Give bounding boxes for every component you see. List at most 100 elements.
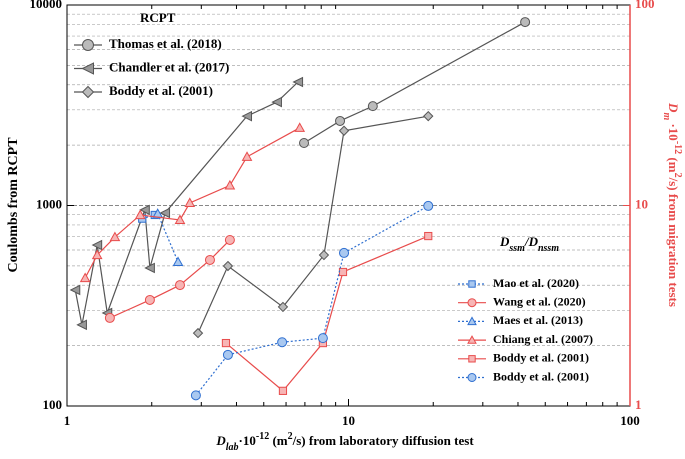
legend-label: Wang et al. (2020) xyxy=(493,294,586,308)
marker xyxy=(241,110,253,122)
marker xyxy=(367,101,378,112)
legend-label: Boddy et al. (2001) xyxy=(109,83,213,98)
marker xyxy=(277,337,288,348)
y2-tick-label: 100 xyxy=(635,0,655,11)
series-line xyxy=(225,235,429,392)
marker xyxy=(82,39,94,51)
marker xyxy=(221,338,231,348)
label-part: D xyxy=(215,433,226,448)
label-part: /s) from laboratory diffusion test xyxy=(292,433,475,448)
legend-label: Thomas et al. (2018) xyxy=(109,36,222,51)
y2-tick-label: 1 xyxy=(635,397,642,412)
x-axis-title: Dlab·10-12 (m2/s) from laboratory diffus… xyxy=(215,431,474,453)
marker xyxy=(139,204,150,216)
legend-label: Maes et al. (2013) xyxy=(493,313,583,327)
label-part: ·10 xyxy=(666,120,681,141)
marker xyxy=(467,335,477,344)
series-line xyxy=(109,239,231,319)
marker xyxy=(174,214,186,225)
marker xyxy=(338,267,348,277)
label-part: /s) from migration tests xyxy=(666,177,681,307)
marker xyxy=(292,76,304,88)
marker xyxy=(338,125,350,136)
label-part: (m xyxy=(666,154,681,173)
marker xyxy=(222,260,234,272)
marker xyxy=(520,17,531,28)
y2-tick-label: 10 xyxy=(635,196,648,211)
y2-axis-title: Dm ·10-12 (m2/s) from migration tests xyxy=(661,102,683,307)
marker xyxy=(423,200,434,211)
marker xyxy=(335,115,346,126)
marker xyxy=(172,256,184,267)
marker xyxy=(104,312,115,323)
label-part: (m xyxy=(269,433,288,448)
marker xyxy=(294,122,306,132)
marker xyxy=(192,327,204,339)
legend-title: Dssm/Dnssm xyxy=(499,234,559,254)
marker xyxy=(423,110,434,122)
marker xyxy=(91,239,103,251)
x-tick-label: 1 xyxy=(64,413,71,428)
legend-label: Mao et al. (2020) xyxy=(493,276,579,290)
legend-label: Boddy et al. (2001) xyxy=(493,369,589,383)
legend-label: Chiang et al. (2007) xyxy=(493,332,593,346)
marker xyxy=(339,247,350,258)
marker xyxy=(278,386,288,395)
legend-label: Chandler et al. (2017) xyxy=(109,59,229,74)
marker xyxy=(159,207,171,219)
marker xyxy=(224,179,236,190)
label-part: ssm xyxy=(508,243,525,254)
legend-label: Boddy et al. (2001) xyxy=(493,351,589,365)
marker xyxy=(69,284,81,296)
marker xyxy=(184,197,196,208)
marker xyxy=(467,298,477,308)
label-part: 2 xyxy=(672,173,683,178)
y-tick-label: 100 xyxy=(43,397,63,412)
marker xyxy=(318,249,330,261)
marker xyxy=(241,151,253,161)
label-part: ·10 xyxy=(239,433,256,448)
marker xyxy=(468,280,476,288)
series-line xyxy=(303,21,526,144)
label-part: -12 xyxy=(256,431,269,442)
marker xyxy=(224,234,235,245)
y-axis-title: Coulombs from RCPT xyxy=(6,137,21,273)
marker xyxy=(467,316,477,326)
marker xyxy=(222,349,233,360)
label-part: D xyxy=(666,102,681,113)
marker xyxy=(271,96,282,108)
y-tick-label: 1000 xyxy=(36,196,62,211)
marker xyxy=(109,231,121,242)
marker xyxy=(81,85,95,99)
marker xyxy=(81,62,94,75)
marker xyxy=(424,231,433,241)
marker xyxy=(299,137,310,148)
marker xyxy=(144,262,155,274)
series-line xyxy=(157,213,179,263)
marker xyxy=(277,301,289,313)
label-part: lab xyxy=(226,442,239,453)
y-tick-label: 10000 xyxy=(30,0,63,11)
marker xyxy=(134,209,146,220)
series-line xyxy=(195,205,429,396)
marker xyxy=(204,254,215,265)
label-part: D xyxy=(499,234,510,249)
label-part: 2 xyxy=(288,431,293,442)
series-line xyxy=(74,81,299,325)
marker xyxy=(468,355,476,363)
marker xyxy=(79,272,91,283)
marker xyxy=(76,319,87,331)
legend-title: RCPT xyxy=(140,10,176,25)
marker xyxy=(317,333,328,344)
series-line xyxy=(197,115,429,334)
label-part: m xyxy=(661,112,672,120)
marker xyxy=(190,390,201,401)
label-part: nssm xyxy=(538,243,559,254)
marker xyxy=(144,294,155,305)
x-tick-label: 100 xyxy=(620,413,640,428)
marker xyxy=(467,373,477,382)
marker xyxy=(91,249,103,260)
x-tick-label: 10 xyxy=(342,413,355,428)
label-part: -12 xyxy=(672,141,683,154)
